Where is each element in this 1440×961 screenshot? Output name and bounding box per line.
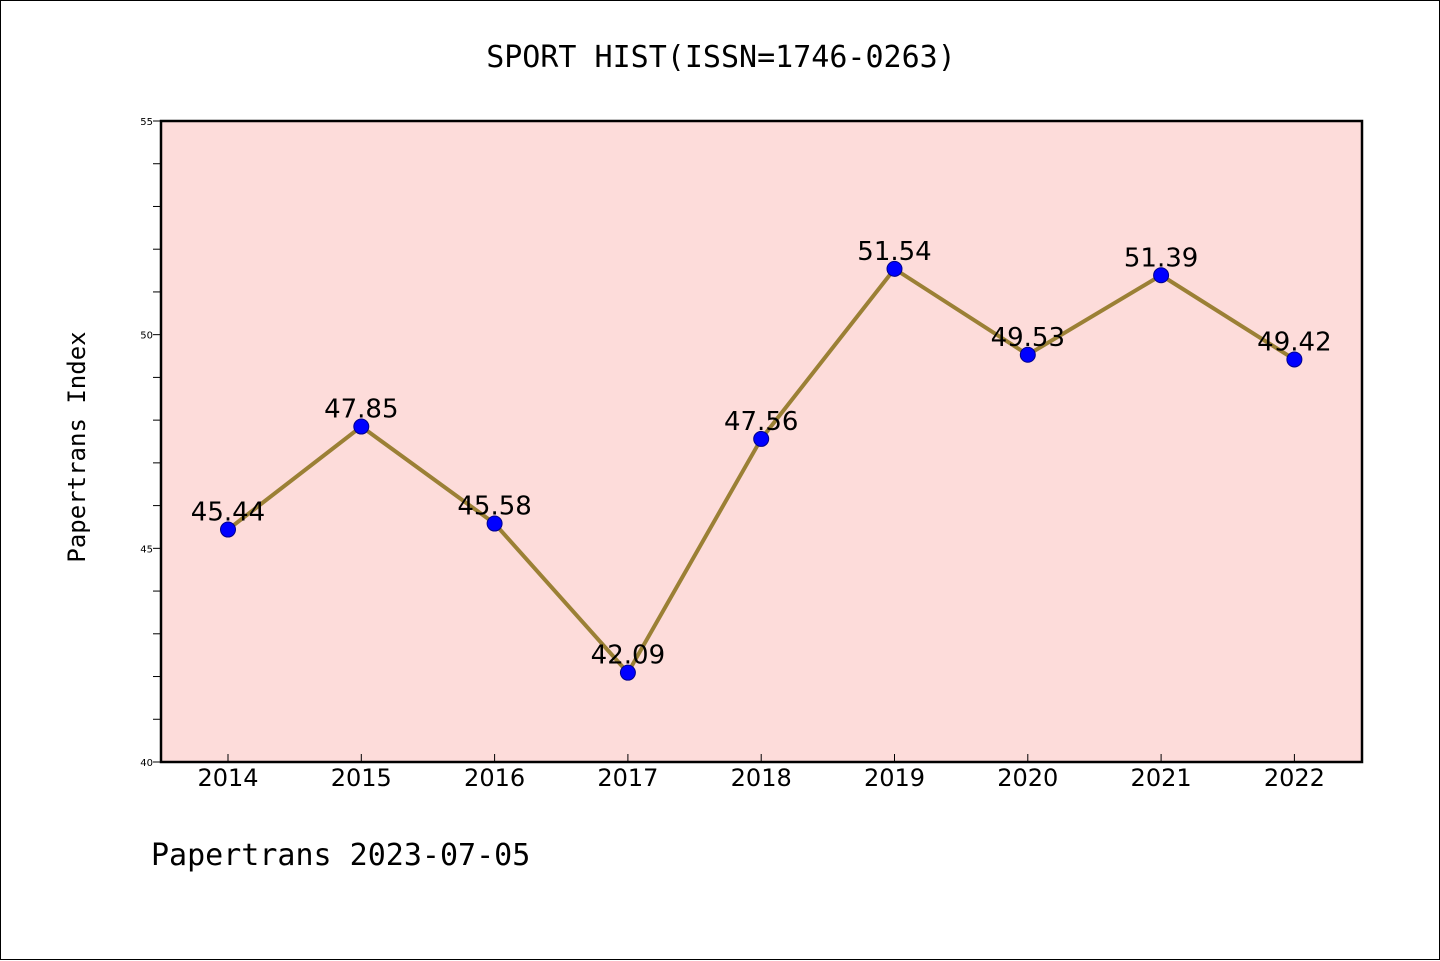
y-tick-label: 45 (140, 544, 153, 555)
data-labels: 45.44 47.85 45.58 42.09 47.56 51.54 49.53 51.39… (191, 237, 1332, 671)
x-tick-label: 2015 (331, 764, 392, 792)
data-point (886, 260, 903, 277)
data-label: 49.53 (991, 323, 1065, 353)
data-label: 51.39 (1124, 243, 1198, 273)
x-tick-label: 2019 (864, 764, 925, 792)
y-axis-ticks: 40 45 50 55 (140, 117, 161, 769)
y-tick-label: 55 (140, 117, 153, 128)
data-point (753, 430, 770, 447)
y-tick-label: 50 (140, 331, 153, 342)
x-tick-label: 2018 (731, 764, 792, 792)
x-tick-label: 2020 (997, 764, 1058, 792)
x-tick-label: 2017 (597, 764, 658, 792)
x-axis-ticks: 2014 2015 2016 2017 2018 2019 2020 2021 2022 (197, 754, 1325, 792)
y-tick-label: 40 (140, 758, 153, 769)
data-label: 45.58 (457, 492, 531, 522)
x-tick-label: 2022 (1264, 764, 1325, 792)
x-tick-label: 2014 (197, 764, 258, 792)
data-point (1019, 346, 1036, 363)
data-point (619, 664, 636, 681)
data-point (486, 515, 503, 532)
data-point (220, 521, 236, 538)
data-points (220, 260, 1303, 681)
plot-border (159, 119, 1364, 764)
data-label: 49.42 (1257, 327, 1331, 357)
y-axis-label: Papertrans Index (63, 331, 91, 562)
data-point (1153, 267, 1170, 284)
data-point (1286, 351, 1303, 368)
chart-footer: Papertrans 2023-07-05 (151, 838, 530, 873)
data-label: 47.56 (724, 407, 798, 437)
data-label: 51.54 (857, 237, 931, 267)
data-label: 42.09 (591, 641, 665, 671)
x-tick-label: 2016 (464, 764, 525, 792)
data-point (353, 418, 370, 435)
chart-title: SPORT HIST(ISSN=1746-0263) (486, 40, 956, 75)
x-tick-label: 2021 (1131, 764, 1192, 792)
data-label: 45.44 (191, 498, 265, 528)
data-label: 47.85 (324, 395, 398, 425)
